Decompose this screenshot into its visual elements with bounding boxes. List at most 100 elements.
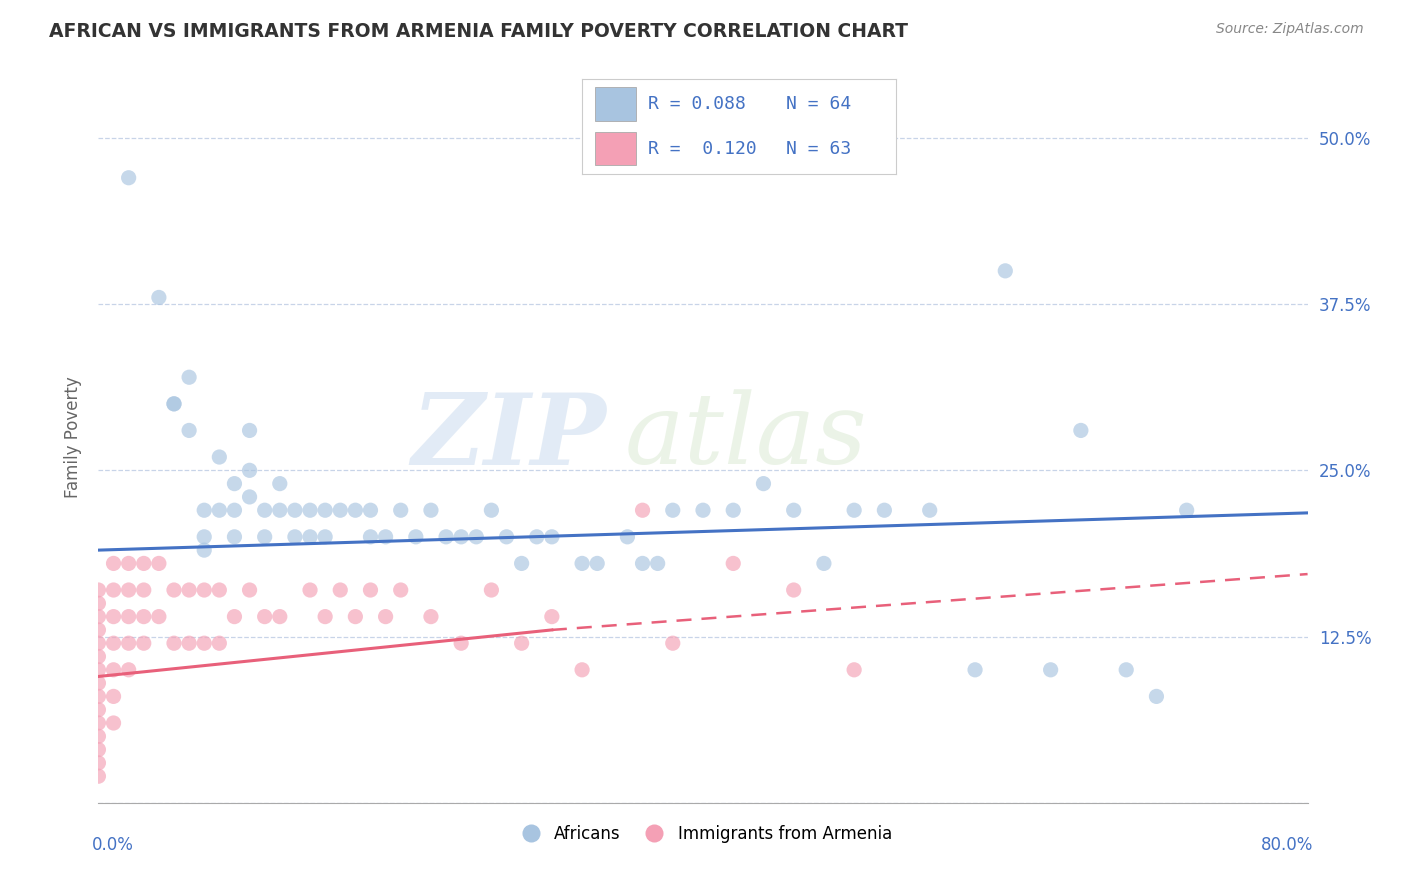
- Point: [752, 476, 775, 491]
- Point: [586, 557, 609, 571]
- Point: [314, 609, 336, 624]
- Point: [208, 503, 231, 517]
- Point: [284, 530, 307, 544]
- Point: [132, 609, 155, 624]
- Point: [374, 530, 396, 544]
- Point: [87, 636, 110, 650]
- Point: [87, 769, 110, 783]
- Point: [405, 530, 427, 544]
- Point: [783, 503, 806, 517]
- Point: [631, 503, 654, 517]
- Point: [692, 503, 714, 517]
- Point: [450, 530, 472, 544]
- Text: AFRICAN VS IMMIGRANTS FROM ARMENIA FAMILY POVERTY CORRELATION CHART: AFRICAN VS IMMIGRANTS FROM ARMENIA FAMIL…: [49, 22, 908, 41]
- Point: [481, 503, 503, 517]
- Point: [269, 476, 291, 491]
- Point: [723, 503, 745, 517]
- Point: [918, 503, 941, 517]
- Point: [873, 503, 896, 517]
- Point: [344, 609, 367, 624]
- Point: [1070, 424, 1092, 438]
- Point: [284, 503, 307, 517]
- Point: [103, 716, 125, 731]
- Point: [118, 582, 141, 597]
- Point: [163, 397, 186, 411]
- Point: [389, 582, 412, 597]
- Point: [1144, 690, 1167, 704]
- Point: [329, 582, 352, 597]
- Point: [118, 663, 141, 677]
- Point: [103, 690, 125, 704]
- Point: [540, 609, 562, 624]
- Point: [813, 557, 835, 571]
- Point: [510, 636, 533, 650]
- Point: [208, 450, 231, 464]
- Point: [148, 557, 170, 571]
- Point: [148, 290, 170, 304]
- Point: [253, 530, 276, 544]
- Point: [239, 582, 262, 597]
- Point: [87, 582, 110, 597]
- Point: [661, 636, 683, 650]
- Point: [224, 503, 246, 517]
- Point: [540, 530, 562, 544]
- Point: [374, 609, 396, 624]
- Point: [87, 609, 110, 624]
- Point: [1175, 503, 1198, 517]
- Legend: Africans, Immigrants from Armenia: Africans, Immigrants from Armenia: [508, 818, 898, 849]
- Text: 80.0%: 80.0%: [1261, 836, 1313, 854]
- Point: [193, 582, 215, 597]
- Point: [239, 424, 262, 438]
- Point: [208, 582, 231, 597]
- Point: [420, 503, 443, 517]
- Point: [239, 463, 262, 477]
- Point: [87, 663, 110, 677]
- Point: [647, 557, 669, 571]
- Point: [118, 170, 141, 185]
- Point: [103, 636, 125, 650]
- Point: [1115, 663, 1137, 677]
- Point: [179, 582, 201, 597]
- Point: [193, 543, 215, 558]
- Point: [1039, 663, 1062, 677]
- Point: [208, 636, 231, 650]
- Point: [616, 530, 638, 544]
- Point: [360, 503, 382, 517]
- Point: [481, 582, 503, 597]
- Point: [163, 636, 186, 650]
- Point: [239, 490, 262, 504]
- Point: [132, 636, 155, 650]
- Point: [299, 503, 322, 517]
- Point: [299, 582, 322, 597]
- Point: [87, 742, 110, 756]
- Point: [179, 424, 201, 438]
- Point: [571, 557, 593, 571]
- Text: ZIP: ZIP: [412, 389, 606, 485]
- Point: [87, 623, 110, 637]
- Point: [87, 596, 110, 610]
- Point: [87, 756, 110, 770]
- Point: [495, 530, 517, 544]
- Point: [434, 530, 457, 544]
- Point: [329, 503, 352, 517]
- Point: [269, 609, 291, 624]
- Point: [253, 503, 276, 517]
- Point: [571, 663, 593, 677]
- Point: [179, 636, 201, 650]
- Point: [510, 557, 533, 571]
- Point: [844, 503, 866, 517]
- Point: [299, 530, 322, 544]
- Point: [103, 609, 125, 624]
- Y-axis label: Family Poverty: Family Poverty: [63, 376, 82, 498]
- Point: [103, 663, 125, 677]
- Point: [118, 636, 141, 650]
- Point: [163, 582, 186, 597]
- Point: [465, 530, 488, 544]
- Point: [87, 729, 110, 743]
- Point: [103, 557, 125, 571]
- Point: [269, 503, 291, 517]
- Point: [193, 636, 215, 650]
- Text: atlas: atlas: [624, 390, 868, 484]
- Point: [87, 703, 110, 717]
- Point: [450, 636, 472, 650]
